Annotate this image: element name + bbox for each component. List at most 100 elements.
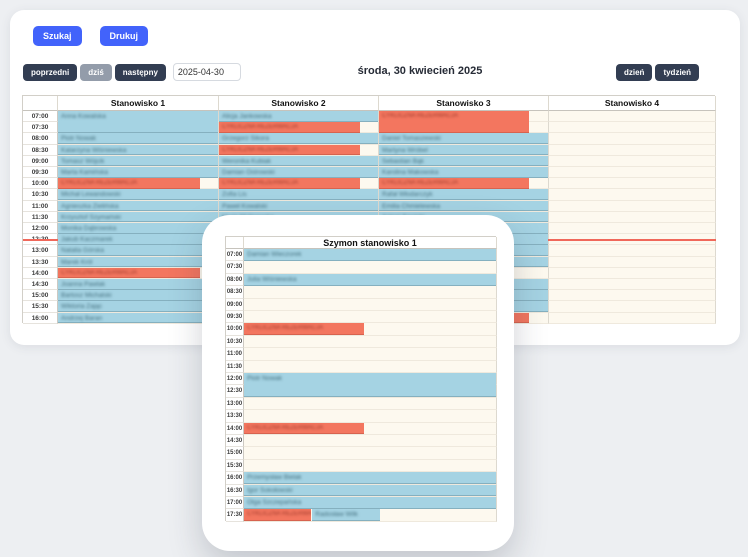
- event-label: CYKLICZNA REZERWACJA: [382, 113, 459, 119]
- time-label: 08:30: [226, 286, 244, 299]
- schedule-cell[interactable]: [549, 279, 716, 291]
- event-booking[interactable]: Krzysztof Szymański: [58, 211, 218, 223]
- search-button[interactable]: Szukaj: [33, 26, 82, 46]
- schedule-cell[interactable]: [549, 256, 716, 268]
- event-booking[interactable]: Przemysław Bielak: [244, 472, 496, 485]
- time-label: 08:00: [23, 133, 58, 145]
- schedule-cell[interactable]: [549, 312, 716, 324]
- event-label: CYKLICZNA REZERWACJA: [247, 424, 324, 431]
- event-recurring-reservation[interactable]: CYKLICZNA REZERWACJA: [219, 122, 361, 133]
- event-booking[interactable]: Agnieszka Zielińska: [58, 200, 218, 212]
- schedule-cell[interactable]: [549, 111, 716, 123]
- time-label: 16:00: [226, 472, 244, 485]
- event-booking[interactable]: Zofia Lis: [219, 189, 378, 201]
- schedule-cell[interactable]: [244, 397, 497, 411]
- event-booking[interactable]: Marek Król: [58, 256, 218, 268]
- time-label: 10:00: [226, 323, 244, 336]
- schedule-cell[interactable]: [549, 245, 716, 257]
- event-recurring-reservation[interactable]: CYKLICZNA REZERWACJA: [219, 178, 361, 189]
- event-label: Piotr Nowak: [61, 135, 97, 143]
- schedule-cell[interactable]: [549, 189, 716, 201]
- schedule-cell[interactable]: [244, 348, 497, 361]
- schedule-cell[interactable]: [549, 267, 716, 279]
- event-recurring-reservation[interactable]: CYKLICZNA REZERWACJA: [379, 111, 530, 133]
- schedule-cell[interactable]: [244, 298, 497, 311]
- event-booking[interactable]: Olga Szczepańska: [244, 497, 496, 509]
- schedule-cell[interactable]: [549, 223, 716, 235]
- previous-day-button[interactable]: poprzedni: [23, 63, 78, 81]
- event-booking[interactable]: Marta Kamińska: [58, 167, 218, 178]
- event-recurring-reservation[interactable]: CYKLICZNA REZERWACJA: [244, 323, 365, 336]
- schedule-cell[interactable]: [244, 311, 497, 324]
- time-label: 15:00: [226, 447, 244, 460]
- event-booking[interactable]: Damian Wieczorek: [244, 249, 496, 261]
- schedule-cell[interactable]: [549, 290, 716, 302]
- event-booking[interactable]: Joanna Pawlak: [58, 279, 218, 290]
- schedule-cell[interactable]: [549, 200, 716, 212]
- schedule-cell[interactable]: [244, 459, 497, 473]
- day-view-button[interactable]: dzień: [615, 64, 653, 81]
- event-booking[interactable]: Tomasz Wójcik: [58, 155, 218, 167]
- schedule-cell[interactable]: [549, 155, 716, 167]
- event-label: Rafał Włodarczyk: [382, 191, 433, 199]
- event-label: Wiktoria Zając: [61, 303, 103, 311]
- event-booking[interactable]: Igor Sokołowski: [244, 484, 496, 497]
- event-booking[interactable]: Bartosz Michalski: [58, 290, 218, 301]
- schedule-cell[interactable]: [549, 178, 716, 190]
- event-booking[interactable]: Damian Ostrowski: [219, 167, 378, 178]
- event-label: Igor Sokołowski: [247, 486, 293, 494]
- event-booking[interactable]: Martyna Wróbel: [379, 144, 548, 156]
- schedule-cell[interactable]: [244, 360, 497, 373]
- today-button[interactable]: dziś: [80, 63, 112, 81]
- event-booking[interactable]: Radosław Wilk: [312, 509, 380, 522]
- event-recurring-reservation[interactable]: CYKLICZNA REZERWACJA: [244, 509, 312, 522]
- event-booking[interactable]: Alicja Jankowska: [219, 111, 378, 122]
- event-booking[interactable]: Paweł Kowalski: [219, 200, 378, 212]
- week-view-button[interactable]: tydzień: [655, 64, 699, 81]
- event-label: Agnieszka Zielińska: [61, 202, 119, 210]
- schedule-cell[interactable]: [244, 410, 497, 423]
- event-booking[interactable]: Jakub Kaczmarek: [58, 234, 218, 245]
- schedule-cell[interactable]: [549, 167, 716, 179]
- schedule-cell[interactable]: [244, 335, 497, 349]
- event-booking[interactable]: Emilia Chmielewska: [379, 200, 548, 212]
- schedule-cell[interactable]: [549, 122, 716, 134]
- next-day-button[interactable]: następny: [114, 63, 166, 81]
- schedule-cell[interactable]: [549, 144, 716, 156]
- event-booking[interactable]: Weronika Kubiak: [219, 155, 378, 167]
- event-label: Bartosz Michalski: [61, 292, 112, 300]
- event-booking[interactable]: Michał Lewandowski: [58, 189, 218, 201]
- schedule-cell[interactable]: [549, 301, 716, 313]
- event-booking[interactable]: Natalia Górska: [58, 245, 218, 257]
- print-button[interactable]: Drukuj: [99, 26, 149, 46]
- event-recurring-reservation[interactable]: CYKLICZNA REZERWACJA: [58, 178, 201, 189]
- event-recurring-reservation[interactable]: CYKLICZNA REZERWACJA: [219, 144, 361, 156]
- event-booking[interactable]: Monika Dąbrowska: [58, 223, 218, 234]
- event-recurring-reservation[interactable]: CYKLICZNA REZERWACJA: [58, 267, 201, 279]
- event-booking[interactable]: Grzegorz Sikora: [219, 133, 378, 145]
- column-header: Stanowisko 2: [219, 96, 379, 111]
- event-booking[interactable]: Anna Kowalska: [58, 111, 218, 133]
- schedule-cell[interactable]: [244, 435, 497, 448]
- event-recurring-reservation[interactable]: CYKLICZNA REZERWACJA: [379, 178, 530, 189]
- event-booking[interactable]: Wiktoria Zając: [58, 301, 218, 313]
- event-booking[interactable]: Karolina Makowska: [379, 167, 548, 178]
- column-header: Stanowisko 1: [58, 96, 219, 111]
- schedule-cell[interactable]: [244, 286, 497, 299]
- schedule-cell[interactable]: [549, 211, 716, 223]
- event-booking[interactable]: Julia Wiśniewska: [244, 273, 496, 286]
- event-booking[interactable]: Katarzyna Wiśniewska: [58, 144, 218, 156]
- schedule-cell[interactable]: [244, 261, 497, 274]
- event-recurring-reservation[interactable]: CYKLICZNA REZERWACJA: [244, 422, 365, 435]
- event-booking[interactable]: Rafał Włodarczyk: [379, 189, 548, 201]
- event-booking[interactable]: Andrzej Baran: [58, 312, 218, 324]
- event-booking[interactable]: Sebastian Bąk: [379, 155, 548, 167]
- event-booking[interactable]: Daniel Tomaszewski: [379, 133, 548, 145]
- date-input[interactable]: [172, 63, 241, 81]
- event-booking[interactable]: Piotr Nowak: [58, 133, 218, 145]
- event-label: Damian Wieczorek: [247, 251, 302, 258]
- event-booking[interactable]: Piotr Nowak: [244, 373, 496, 398]
- event-label: Damian Ostrowski: [222, 169, 275, 176]
- schedule-cell[interactable]: [244, 447, 497, 460]
- schedule-cell[interactable]: [549, 133, 716, 145]
